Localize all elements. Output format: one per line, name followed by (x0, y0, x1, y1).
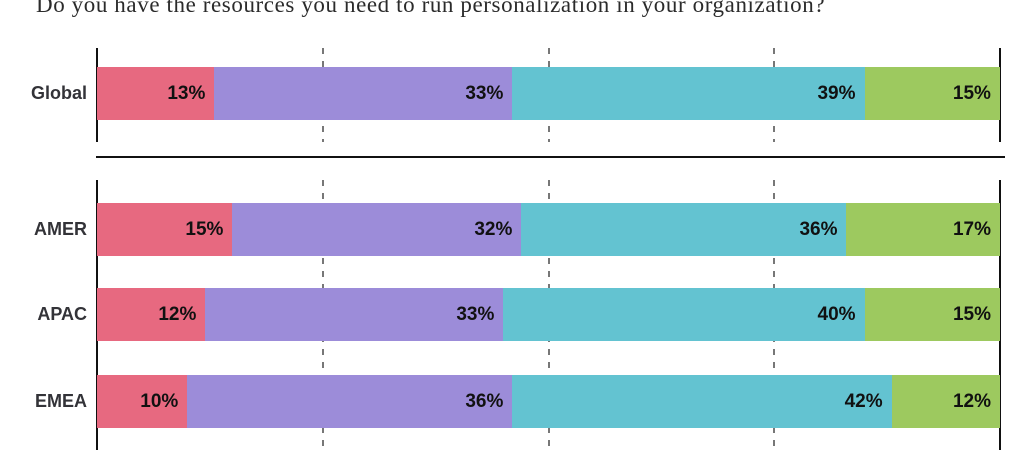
bar-segment: 32% (232, 203, 522, 256)
bar-segment: 42% (512, 375, 892, 428)
segment-value-label: 15% (952, 82, 991, 104)
segment-value-label: 36% (465, 390, 504, 412)
row-label-global: Global (30, 83, 87, 103)
bar-segment: 33% (214, 67, 513, 120)
bar-segment: 15% (864, 67, 1000, 120)
chart-title: Do you have the resources you need to ru… (36, 0, 826, 17)
segment-value-label: 15% (185, 218, 224, 240)
segment-value-label: 12% (158, 303, 197, 325)
segment-value-label: 13% (167, 82, 206, 104)
segment-value-label: 33% (456, 303, 495, 325)
chart-separator-line (96, 156, 1005, 158)
bar-segment: 39% (512, 67, 865, 120)
bar-segment: 10% (97, 375, 188, 428)
segment-value-label: 17% (952, 218, 991, 240)
segment-value-label: 12% (952, 390, 991, 412)
stacked-bar-emea: 10% 36% 42% 12% (97, 375, 1000, 428)
bar-segment: 12% (891, 375, 1000, 428)
segment-value-label: 10% (140, 390, 179, 412)
segment-value-label: 36% (799, 218, 838, 240)
axis-line (999, 48, 1001, 142)
row-label-amer: AMER (34, 219, 87, 239)
axis-line (999, 180, 1001, 450)
bar-segment: 15% (97, 203, 233, 256)
segment-value-label: 39% (817, 82, 856, 104)
segment-value-label: 32% (474, 218, 513, 240)
bar-segment: 13% (97, 67, 215, 120)
row-label-emea: EMEA (34, 391, 87, 411)
segment-value-label: 15% (952, 303, 991, 325)
bar-segment: 17% (846, 203, 1000, 256)
stacked-bar-apac: 12% 33% 40% 15% (97, 288, 1000, 341)
bar-segment: 15% (864, 288, 1000, 341)
bar-segment: 36% (187, 375, 513, 428)
bar-segment: 36% (521, 203, 847, 256)
segment-value-label: 33% (465, 82, 504, 104)
stacked-bar-amer: 15% 32% 36% 17% (97, 203, 1000, 256)
bar-segment: 40% (503, 288, 865, 341)
bar-segment: 12% (97, 288, 206, 341)
segment-value-label: 42% (844, 390, 883, 412)
row-label-apac: APAC (37, 304, 87, 324)
stacked-bar-global: 13% 33% 39% 15% (97, 67, 1000, 120)
bar-segment: 33% (205, 288, 504, 341)
segment-value-label: 40% (817, 303, 856, 325)
